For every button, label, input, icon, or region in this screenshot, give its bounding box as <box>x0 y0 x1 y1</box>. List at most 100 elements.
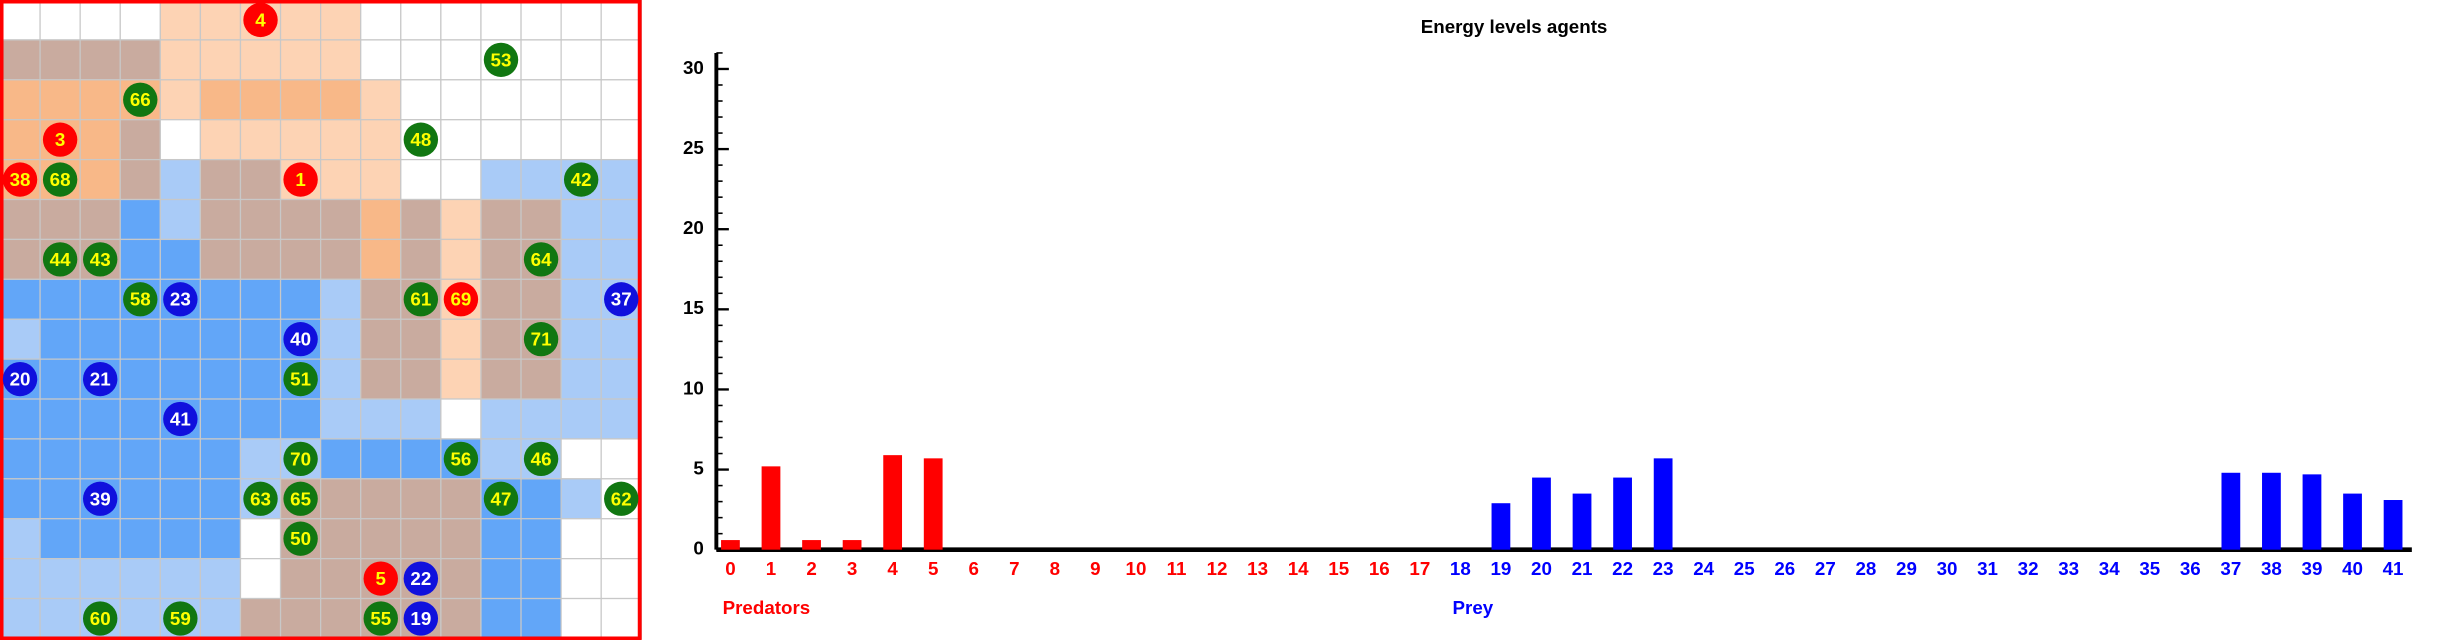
agent <box>42 122 78 157</box>
grid-cell <box>39 398 81 440</box>
agent <box>42 242 78 277</box>
x-tick-label: 41 <box>2383 558 2404 579</box>
agent-label: 40 <box>290 329 311 350</box>
grid-cell <box>199 0 242 41</box>
grid-cell <box>440 79 482 121</box>
grid-cell <box>440 198 482 241</box>
grid-cell <box>279 0 322 41</box>
grid-cell <box>0 478 41 520</box>
agent-label: 43 <box>90 249 111 270</box>
grid-cell <box>0 39 41 81</box>
grid-cell <box>520 79 562 121</box>
agent-label: 66 <box>130 89 151 110</box>
agent-label: 1 <box>295 169 305 190</box>
agent <box>283 162 318 197</box>
grid-cell <box>199 438 242 480</box>
grid-cell <box>440 518 482 560</box>
bar <box>1653 458 1673 550</box>
agent <box>403 282 439 317</box>
x-tick-label: 35 <box>2139 558 2160 579</box>
grid-cell <box>520 398 562 440</box>
x-tick-label: 39 <box>2302 558 2323 579</box>
x-tick-label: 12 <box>1207 558 1228 579</box>
grid-cell <box>520 158 562 201</box>
grid-cell <box>119 438 161 480</box>
agent-label: 46 <box>531 448 552 469</box>
grid-cell <box>560 597 602 640</box>
grid-cell <box>119 597 161 640</box>
grid-cell <box>440 398 482 440</box>
grid-cell <box>480 318 522 360</box>
agent <box>82 601 118 636</box>
y-tick-label: 0 <box>693 538 703 559</box>
grid-cell <box>119 358 161 400</box>
x-tick-label: 21 <box>1572 558 1593 579</box>
grid-cell <box>560 198 602 241</box>
agent-label: 5 <box>376 568 386 589</box>
grid-cell <box>279 597 322 640</box>
agent-label: 55 <box>370 608 391 629</box>
grid-cell <box>159 119 202 161</box>
grid-cell <box>199 119 242 161</box>
grid-cell <box>279 198 322 241</box>
agent <box>42 162 78 197</box>
grid-cell <box>440 39 482 81</box>
grid-cell <box>560 558 602 600</box>
agent <box>283 322 318 357</box>
grid-cell <box>400 438 442 480</box>
grid-cell <box>440 119 482 161</box>
grid-cell <box>159 518 202 560</box>
grid-cell <box>400 398 442 440</box>
grid-cell <box>520 558 562 600</box>
grid-cell <box>320 79 362 121</box>
agent-label: 51 <box>290 369 311 390</box>
grid-cell <box>159 238 202 280</box>
grid-cell <box>600 358 642 400</box>
grid-cell <box>159 79 202 121</box>
bar <box>842 540 862 550</box>
grid-cell <box>279 39 322 81</box>
agent-label: 62 <box>611 488 632 509</box>
grid-cell <box>199 39 242 81</box>
grid-cell <box>480 398 522 440</box>
agent-label: 59 <box>170 608 191 629</box>
grid-cell <box>39 198 81 241</box>
y-tick-label: 30 <box>683 57 704 78</box>
grid-cell <box>520 119 562 161</box>
grid-cell <box>400 158 442 201</box>
x-tick-label: 22 <box>1612 558 1633 579</box>
x-tick-label: 15 <box>1328 558 1349 579</box>
agent <box>363 601 398 636</box>
grid-cell <box>360 518 402 560</box>
grid-cell <box>400 478 442 520</box>
grid-cell <box>239 318 282 360</box>
grid-cell <box>560 318 602 360</box>
x-tick-label: 5 <box>928 558 938 579</box>
grid-cell <box>199 398 242 440</box>
agent <box>283 521 318 556</box>
grid-cell <box>520 198 562 241</box>
agent <box>243 481 278 516</box>
bar <box>2302 474 2322 550</box>
agent-label: 20 <box>10 369 31 390</box>
agent <box>563 162 599 197</box>
x-tick-label: 8 <box>1050 558 1060 579</box>
grid-cell <box>0 597 41 640</box>
grid-cell <box>119 0 161 41</box>
grid-cell <box>360 398 402 440</box>
grid-cell <box>239 198 282 241</box>
grid-cell <box>320 0 362 41</box>
agent <box>483 481 519 516</box>
grid-cell <box>480 597 522 640</box>
agent <box>523 322 559 357</box>
x-tick-label: 33 <box>2058 558 2079 579</box>
grid-cell <box>119 558 161 600</box>
x-tick-label: 16 <box>1369 558 1390 579</box>
agent <box>604 282 639 317</box>
agent <box>483 42 519 77</box>
grid-border <box>0 0 642 640</box>
grid-cell <box>239 438 282 480</box>
agent <box>82 242 118 277</box>
agent-label: 37 <box>611 289 632 310</box>
grid-cell <box>159 558 202 600</box>
